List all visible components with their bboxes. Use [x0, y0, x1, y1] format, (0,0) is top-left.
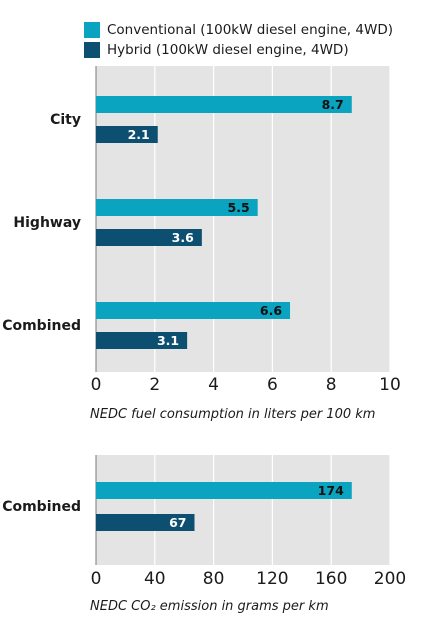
chart1-x-tick-label: 8	[326, 375, 337, 395]
chart1-bar-value-label: 8.7	[322, 97, 344, 112]
chart1-x-tick-label: 0	[91, 375, 102, 395]
chart1-bar	[96, 199, 258, 216]
chart1-bar-value-label: 2.1	[128, 127, 150, 142]
chart2-category-label: Combined	[2, 499, 81, 515]
chart2-x-axis-label: NEDC CO₂ emission in grams per km	[90, 599, 329, 614]
chart2-plot-background	[96, 455, 390, 565]
chart1-x-tick-label: 10	[379, 375, 401, 395]
legend-swatch-hybrid	[84, 42, 100, 58]
chart1-x-tick-label: 6	[267, 375, 278, 395]
legend-item-hybrid: Hybrid (100kW diesel engine, 4WD)	[84, 40, 393, 60]
chart1-bar-value-label: 3.6	[172, 230, 194, 245]
chart2-x-tick-label: 120	[256, 569, 288, 589]
chart2-bar	[96, 514, 195, 531]
chart2-x-tick-label: 160	[315, 569, 347, 589]
chart2-bar	[96, 482, 352, 499]
chart1-bar-value-label: 6.6	[260, 303, 282, 318]
chart1-bar	[96, 96, 352, 113]
chart1-bar	[96, 229, 202, 246]
chart1-bar-value-label: 3.1	[157, 333, 179, 348]
chart1-bar	[96, 332, 188, 349]
chart1-bar-value-label: 5.5	[228, 200, 250, 215]
chart1-x-axis-label: NEDC fuel consumption in liters per 100 …	[90, 407, 375, 422]
chart1-category-label: Highway	[13, 215, 81, 231]
chart2-x-tick-label: 200	[374, 569, 406, 589]
chart1-category-label: Combined	[2, 318, 81, 334]
chart1-bar	[96, 302, 291, 319]
legend-swatch-conventional	[84, 22, 100, 38]
chart2-bar-value-label: 174	[318, 483, 344, 498]
chart2-x-tick-label: 80	[203, 569, 225, 589]
legend-label-conventional: Conventional (100kW diesel engine, 4WD)	[107, 22, 393, 38]
legend-label-hybrid: Hybrid (100kW diesel engine, 4WD)	[107, 42, 349, 58]
chart2-bar-value-label: 67	[169, 515, 186, 530]
chart1-bar	[96, 126, 158, 143]
legend: Conventional (100kW diesel engine, 4WD) …	[84, 20, 393, 60]
chart1-x-tick-label: 4	[208, 375, 219, 395]
chart1-x-tick-label: 2	[149, 375, 160, 395]
chart1-plot-background	[96, 66, 390, 372]
chart2-x-tick-label: 40	[144, 569, 166, 589]
legend-item-conventional: Conventional (100kW diesel engine, 4WD)	[84, 20, 393, 40]
chart1-category-label: City	[50, 112, 81, 128]
chart2-x-tick-label: 0	[91, 569, 102, 589]
